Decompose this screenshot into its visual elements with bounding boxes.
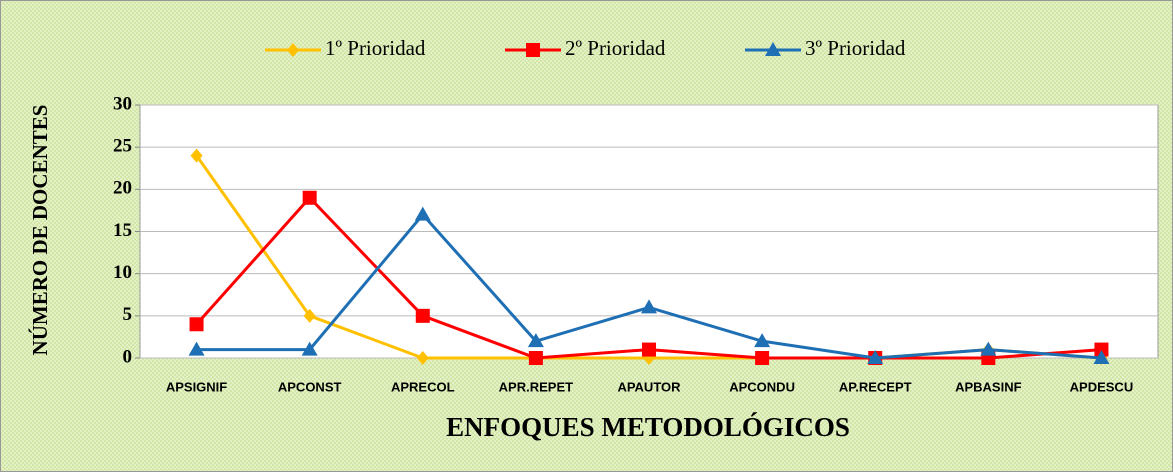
- x-tick-label: APR.REPET: [499, 379, 573, 394]
- marker: [755, 351, 770, 365]
- y-tick-label: 0: [123, 346, 133, 367]
- marker: [301, 341, 318, 356]
- y-tick-label: 20: [113, 178, 132, 199]
- marker: [642, 342, 656, 357]
- y-tick-label: 10: [113, 262, 132, 283]
- marker: [190, 148, 203, 163]
- marker: [528, 351, 543, 365]
- legend-label: 2º Prioridad: [565, 36, 666, 60]
- marker: [641, 299, 657, 314]
- legend-label: 1º Prioridad: [325, 36, 426, 60]
- x-tick-label: APCONST: [278, 379, 342, 394]
- x-tick-label: APAUTOR: [617, 379, 681, 394]
- marker: [302, 190, 317, 205]
- marker: [189, 317, 204, 332]
- marker: [303, 308, 316, 323]
- y-tick-label: 5: [123, 304, 133, 325]
- x-tick-label: APDESCU: [1070, 379, 1134, 394]
- x-tick-label: APCONDU: [729, 379, 795, 394]
- marker: [980, 341, 997, 356]
- marker: [1093, 350, 1110, 364]
- marker: [867, 350, 884, 364]
- legend-label: 3º Prioridad: [805, 36, 906, 60]
- marker: [526, 43, 540, 57]
- marker: [287, 43, 299, 57]
- x-tick-label: APSIGNIF: [166, 379, 227, 394]
- y-tick-label: 30: [113, 93, 132, 114]
- x-tick-label: AP.RECEPT: [839, 379, 912, 394]
- marker: [416, 351, 429, 365]
- marker: [188, 341, 205, 356]
- x-axis-label: ENFOQUES METODOLÓGICOS: [446, 412, 850, 442]
- marker: [527, 333, 544, 348]
- marker: [754, 333, 771, 348]
- marker: [765, 42, 781, 56]
- y-tick-label: 25: [113, 136, 132, 157]
- x-tick-label: APRECOL: [391, 379, 455, 394]
- y-axis-label: NÚMERO DE DOCENTES: [28, 105, 52, 356]
- marker: [415, 308, 430, 323]
- x-tick-label: APBASINF: [955, 379, 1022, 394]
- marker: [1094, 342, 1109, 357]
- marker: [414, 206, 431, 221]
- y-tick-label: 15: [113, 220, 132, 241]
